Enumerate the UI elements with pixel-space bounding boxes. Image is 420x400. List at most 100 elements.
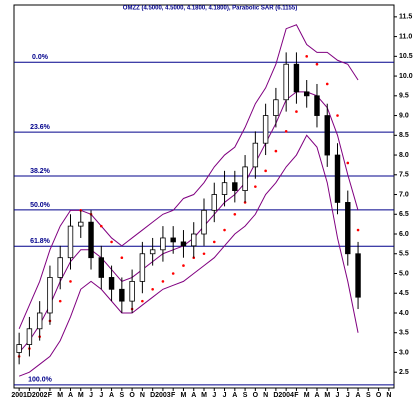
x-tick-label: 2001	[11, 392, 27, 399]
sar-dot	[356, 228, 360, 232]
sar-dot	[325, 82, 329, 86]
sar-dot	[346, 161, 350, 165]
fib-label: 100.0%	[28, 377, 53, 384]
y-tick-label: 5.0	[399, 270, 409, 277]
x-tick-label: A	[356, 392, 361, 399]
candle-body	[252, 142, 259, 168]
sar-dot	[120, 256, 124, 260]
candle-body	[149, 249, 156, 255]
candle-body	[191, 233, 197, 247]
sar-dot	[69, 280, 72, 283]
fib-label: 61.8%	[30, 238, 51, 245]
fib-label: 38.2%	[30, 168, 51, 175]
x-tick-label: S	[366, 392, 371, 399]
x-tick-label: F	[294, 392, 299, 399]
sar-dot	[315, 62, 319, 66]
candle-body	[303, 91, 310, 97]
y-tick-label: 11.5	[399, 14, 412, 21]
candle-body	[36, 312, 43, 330]
x-tick-label: J	[346, 392, 350, 399]
sar-dot	[202, 252, 206, 256]
x-tick-label: A	[68, 392, 73, 399]
fib-label: 23.6%	[30, 124, 51, 131]
y-tick-label: 9.5	[399, 93, 409, 100]
y-tick-label: 11.0	[399, 33, 412, 40]
candle-body	[57, 257, 63, 278]
sar-dot	[171, 272, 175, 275]
candle-body	[293, 63, 300, 93]
candle-body	[108, 277, 115, 290]
candle-body	[119, 288, 125, 302]
x-tick-label: 2003	[155, 392, 171, 399]
sar-dot	[284, 130, 288, 133]
band-lower	[18, 134, 359, 377]
x-tick-label: A	[314, 392, 319, 399]
x-tick-label: F	[48, 392, 53, 399]
candle-body	[355, 253, 361, 298]
x-tick-label: M	[324, 392, 330, 399]
candle-body	[78, 221, 84, 227]
candle-body	[139, 253, 146, 282]
y-tick-label: 4.0	[399, 310, 409, 317]
x-tick-label: D	[150, 392, 155, 399]
sar-dot	[233, 212, 237, 216]
x-tick-label: S	[243, 392, 248, 399]
y-tick-label: 3.5	[399, 330, 409, 337]
x-tick-label: M	[181, 392, 187, 399]
x-tick-label: O	[376, 392, 382, 399]
y-tick-label: 2.5	[399, 369, 409, 376]
x-tick-label: A	[109, 392, 114, 399]
y-tick-label: 7.5	[399, 172, 409, 179]
candle-body	[16, 344, 22, 353]
band-upper	[18, 24, 359, 329]
candle-body	[180, 241, 187, 247]
x-tick-label: A	[232, 392, 237, 399]
fib-label: 0.0%	[32, 54, 49, 61]
sar-dot	[141, 299, 144, 303]
candle-body	[232, 182, 238, 191]
candle-body	[26, 328, 33, 345]
x-tick-label: D	[27, 392, 32, 399]
sar-dot	[161, 280, 165, 283]
y-tick-label: 8.0	[399, 152, 409, 159]
sar-dot	[305, 55, 309, 58]
candle-body	[201, 209, 207, 235]
candle-body	[345, 202, 351, 255]
y-tick-label: 8.5	[399, 132, 409, 139]
x-tick-label: J	[89, 392, 93, 399]
sar-dot	[110, 240, 113, 244]
candle-body	[47, 277, 53, 314]
x-tick-label: 2002	[32, 392, 48, 399]
x-tick-label: M	[78, 392, 84, 399]
x-tick-label: M	[304, 392, 310, 399]
x-tick-label: M	[201, 392, 207, 399]
band-middle	[18, 91, 359, 353]
sar-dot	[274, 149, 278, 153]
sar-dot	[264, 169, 267, 173]
candle-body	[88, 221, 94, 259]
candle-body	[160, 237, 166, 251]
y-tick-label: 6.5	[399, 211, 409, 218]
y-tick-label: 10.0	[399, 73, 413, 80]
y-tick-label: 3.0	[399, 349, 409, 356]
x-tick-label: J	[99, 392, 103, 399]
sar-dot	[212, 240, 216, 244]
candle-body	[334, 154, 341, 203]
x-tick-label: N	[386, 392, 391, 399]
x-tick-label: F	[171, 392, 176, 399]
sar-dot	[295, 110, 298, 113]
candle-body	[221, 182, 228, 195]
candle-body	[129, 280, 135, 302]
plot-frame	[13, 4, 395, 389]
x-tick-label: A	[191, 392, 196, 399]
sar-dot	[99, 224, 103, 228]
candle-body	[314, 95, 320, 116]
x-tick-label: N	[263, 392, 268, 399]
x-tick-label: D	[273, 392, 278, 399]
y-tick-label: 5.5	[399, 251, 409, 258]
y-tick-label: 9.0	[399, 112, 409, 119]
fib-label: 50.0%	[30, 202, 51, 209]
x-tick-label: M	[57, 392, 63, 399]
y-tick-label: 7.0	[399, 191, 409, 198]
